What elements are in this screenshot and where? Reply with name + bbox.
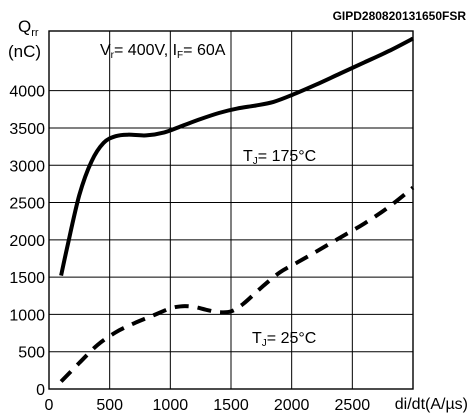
x-tick-label: 1000 xyxy=(153,397,189,414)
series-label-175c: TJ= 175°C xyxy=(243,148,316,167)
y-tick-label: 3500 xyxy=(9,121,45,138)
x-tick-label: 500 xyxy=(96,397,123,414)
x-axis-label: di/dt(A/µs) xyxy=(395,396,468,413)
x-tick-label: 0 xyxy=(45,397,54,414)
cond-v-main: V xyxy=(100,42,111,59)
y-tick-label: 1500 xyxy=(9,270,45,287)
test-conditions: Vr= 400V, IF= 60A xyxy=(100,42,226,61)
y-tick-label: 2500 xyxy=(9,196,45,213)
x-tick-label: 2000 xyxy=(274,397,310,414)
cond-v-sub: r xyxy=(111,50,115,61)
grid xyxy=(49,31,413,389)
series-label-25c: TJ= 25°C xyxy=(252,330,316,349)
series-line-175c xyxy=(59,36,414,277)
series-label-25c-main: T xyxy=(252,330,262,347)
y-tick-label: 500 xyxy=(18,345,45,362)
series-lines xyxy=(59,36,415,383)
series-label-25c-sub: J xyxy=(262,338,267,349)
y-tick-label: 3000 xyxy=(9,158,45,175)
y-tick-label: 1000 xyxy=(9,307,45,324)
series-label-175c-main: T xyxy=(243,148,253,165)
y-tick-labels: 0 500 1000 1500 2000 2500 3000 3500 4000 xyxy=(9,84,45,399)
y-tick-label: 2000 xyxy=(9,233,45,250)
x-tick-labels: 0 500 1000 1500 2000 2500 xyxy=(45,397,371,414)
x-tick-label: 2500 xyxy=(335,397,371,414)
y-axis-unit: (nC) xyxy=(8,42,41,61)
y-tick-label: 4000 xyxy=(9,84,45,101)
cond-v-rest: = 400V, xyxy=(114,42,173,59)
y-tick-label: 0 xyxy=(36,382,45,399)
cond-i-main: I xyxy=(173,42,177,59)
y-axis-label: Qrr xyxy=(18,17,39,39)
figure-id: GIPD280820131650FSR xyxy=(333,9,467,23)
series-label-25c-rest: = 25°C xyxy=(267,330,317,347)
y-axis-label-main: Q xyxy=(18,17,31,36)
cond-i-rest: = 60A xyxy=(183,42,226,59)
cond-i-sub: F xyxy=(177,50,183,61)
series-label-175c-rest: = 175°C xyxy=(258,148,316,165)
series-label-175c-sub: J xyxy=(253,156,258,167)
x-tick-label: 1500 xyxy=(213,397,249,414)
y-axis-label-sub: rr xyxy=(31,27,39,39)
series-line-25c xyxy=(59,186,415,383)
